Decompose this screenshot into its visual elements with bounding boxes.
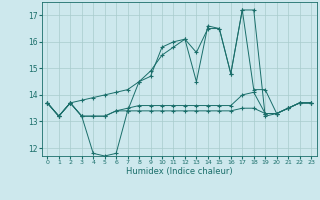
X-axis label: Humidex (Indice chaleur): Humidex (Indice chaleur) (126, 167, 233, 176)
